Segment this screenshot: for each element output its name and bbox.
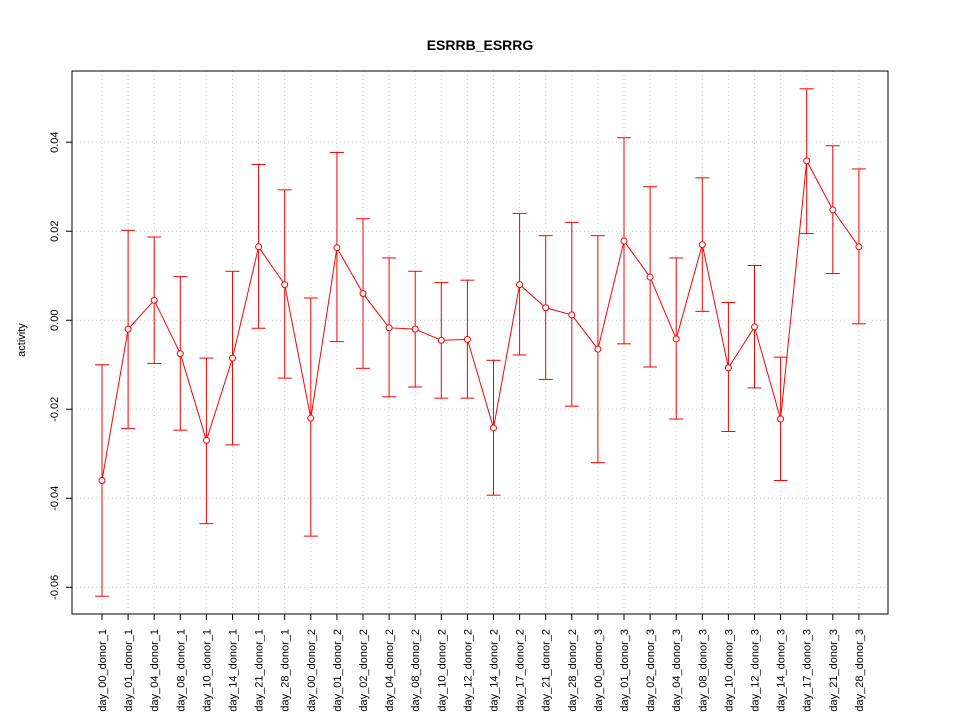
data-point <box>724 364 732 372</box>
data-point <box>516 281 524 289</box>
data-point <box>829 206 837 214</box>
x-tick-label: day_12_donor_3 <box>750 629 762 712</box>
data-point <box>594 345 602 353</box>
x-tick-label: day_00_donor_3 <box>593 629 605 712</box>
data-point <box>98 476 106 484</box>
data-point <box>777 415 785 423</box>
data-point <box>411 325 419 333</box>
x-axis: day_00_donor_1 day_01_donor_1 day_04_donor… <box>97 613 866 712</box>
data-point <box>281 281 289 289</box>
x-tick-label: day_10_donor_3 <box>723 629 735 712</box>
data-point <box>229 354 236 362</box>
data-point <box>437 336 445 344</box>
data-point <box>124 325 132 333</box>
x-tick-label: day_04_donor_3 <box>671 629 683 712</box>
x-tick-label: day_01_donor_2 <box>332 629 344 712</box>
x-tick-label: day_04_donor_2 <box>384 629 396 712</box>
data-point <box>646 273 654 281</box>
x-tick-label: day_28_donor_3 <box>854 629 866 712</box>
data-point <box>698 241 706 249</box>
x-tick-label: day_10_donor_1 <box>201 629 213 712</box>
data-point <box>855 243 863 251</box>
x-tick-label: day_17_donor_2 <box>515 629 527 712</box>
data-points <box>98 157 863 484</box>
data-point <box>255 243 263 251</box>
x-tick-label: day_00_donor_2 <box>306 629 318 712</box>
x-tick-label: day_02_donor_3 <box>645 629 657 712</box>
series-line-layer <box>101 159 860 481</box>
y-axis-label: activity <box>16 323 28 357</box>
data-point <box>176 350 184 358</box>
y-tick-label: -0.06 <box>49 575 61 600</box>
data-point <box>803 157 811 165</box>
y-axis: -0.06 -0.04 -0.02 0.00 0.02 0.04 <box>49 132 73 600</box>
x-tick-label: day_08_donor_3 <box>697 629 709 712</box>
x-tick-label: day_14_donor_2 <box>489 629 501 712</box>
data-point <box>307 414 315 422</box>
x-tick-label: day_21_donor_1 <box>254 629 266 712</box>
data-point <box>672 335 680 343</box>
y-tick-label: 0.00 <box>49 310 61 331</box>
x-tick-label: day_28_donor_1 <box>280 629 292 712</box>
y-tick-label: 0.02 <box>49 221 61 242</box>
error-bars <box>95 88 866 597</box>
chart-title: ESRRB_ESRRG <box>427 37 534 53</box>
data-point <box>463 335 471 343</box>
data-point <box>202 436 210 444</box>
data-point <box>359 290 367 298</box>
data-point <box>620 237 628 245</box>
data-point <box>751 323 758 331</box>
data-point <box>568 311 576 319</box>
data-point <box>490 424 497 432</box>
x-tick-label: day_21_donor_2 <box>541 629 553 712</box>
x-tick-label: day_10_donor_2 <box>436 629 448 712</box>
grid-lines <box>72 71 888 614</box>
x-tick-label: day_01_donor_1 <box>123 629 135 712</box>
data-point <box>150 296 158 304</box>
x-tick-label: day_04_donor_1 <box>149 629 161 712</box>
x-tick-label: day_00_donor_1 <box>97 629 109 712</box>
plot-border <box>71 70 889 615</box>
data-point <box>333 244 341 252</box>
y-tick-label: -0.04 <box>49 486 61 511</box>
data-point <box>542 304 550 312</box>
x-tick-label: day_01_donor_3 <box>619 629 631 712</box>
x-tick-label: day_02_donor_2 <box>358 629 370 712</box>
x-tick-label: day_28_donor_2 <box>567 629 579 712</box>
x-tick-label: day_08_donor_2 <box>410 629 422 712</box>
x-tick-label: day_14_donor_3 <box>776 629 788 712</box>
x-tick-label: day_17_donor_3 <box>802 629 814 712</box>
y-tick-label: -0.02 <box>49 397 61 422</box>
y-tick-label: 0.04 <box>49 132 61 153</box>
data-point <box>385 324 393 332</box>
x-tick-label: day_14_donor_1 <box>228 629 240 712</box>
x-tick-label: day_21_donor_3 <box>828 629 840 712</box>
x-tick-label: day_08_donor_1 <box>175 629 187 712</box>
x-tick-label: day_12_donor_2 <box>462 629 474 712</box>
series-line <box>101 159 860 481</box>
